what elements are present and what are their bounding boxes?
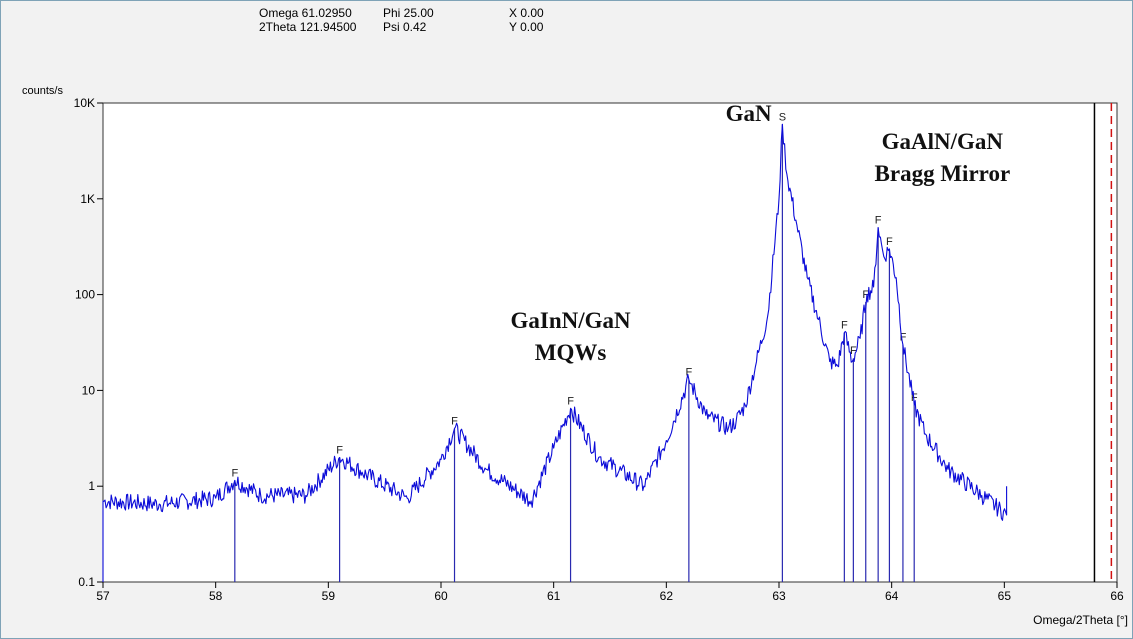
peak-marker-label: F [231,467,238,479]
cursor-lines [1093,103,1113,582]
peak-marker-label: F [886,236,893,248]
peak-marker-label: F [336,444,343,456]
peak-marker-label: F [850,345,857,357]
psi-value: Psi 0.42 [383,20,427,34]
peak-marker-label: F [567,395,574,407]
x-tick-label: 64 [885,589,899,603]
x-axis-label: Omega/2Theta [°] [1033,613,1128,627]
x-tick-label: 65 [998,589,1012,603]
plot-area [102,102,1118,583]
peak-marker-label: S [779,111,786,123]
x-tick-label: 58 [209,589,223,603]
y-axis: 0.1 1 10 100 1K 10K [74,96,103,589]
y-value: Y 0.00 [509,20,544,34]
region-annotation: GaN [726,101,772,126]
y-axis-label: counts/s [22,85,63,97]
peak-marker-label: F [911,392,918,404]
x-value: X 0.00 [509,6,544,20]
region-annotation: Bragg Mirror [875,161,1011,186]
series-line [102,123,1008,582]
peak-marker-label: F [451,416,458,428]
omega-2theta-readout: Omega 61.02950 2Theta 121.94500 [259,6,356,34]
phi-value: Phi 25.00 [383,6,434,20]
peak-marker-label: F [841,320,848,332]
y-tick-label: 0.1 [78,575,95,589]
omega-value: Omega 61.02950 [259,6,352,20]
peak-marker-label: F [875,215,882,227]
x-tick-label: 59 [322,589,336,603]
two-theta-value: 2Theta 121.94500 [259,20,357,34]
x-axis: 57 58 59 60 61 62 63 64 65 66 [96,582,1124,603]
y-tick-label: 1 [88,479,95,493]
x-tick-label: 61 [547,589,561,603]
y-tick-label: 10K [74,96,95,110]
x-tick-label: 63 [772,589,786,603]
peak-marker-label: F [685,366,692,378]
series-group [102,123,1008,582]
x-tick-label: 60 [434,589,448,603]
x-tick-label: 57 [96,589,110,603]
y-tick-label: 1K [80,192,95,206]
annotations: GaN GaAlN/GaN Bragg Mirror GaInN/GaN MQWs [510,101,1010,365]
y-tick-label: 10 [82,383,96,397]
x-tick-label: 66 [1110,589,1124,603]
x-tick-label: 62 [660,589,674,603]
region-annotation: GaInN/GaN [510,308,631,333]
y-tick-label: 100 [75,288,95,302]
region-annotation: GaAlN/GaN [882,129,1004,154]
phi-psi-readout: Phi 25.00 Psi 0.42 [383,6,434,34]
xy-readout: X 0.00 Y 0.00 [509,6,544,34]
peak-marker-label: F [900,332,907,344]
peak-marker-label: F [862,289,869,301]
region-annotation: MQWs [535,340,607,365]
